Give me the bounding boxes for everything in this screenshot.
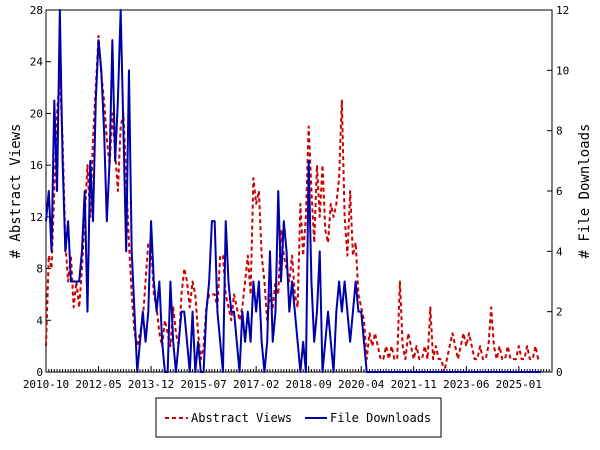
y-tick-label: 4 <box>36 314 43 327</box>
y-tick-label: 0 <box>36 366 43 379</box>
y2-tick-label: 4 <box>556 245 563 258</box>
series-line-abstract-views <box>45 34 541 373</box>
y2-tick-label: 6 <box>556 185 563 198</box>
y-tick-label: 20 <box>30 107 43 120</box>
x-tick-label: 2018-09 <box>285 378 331 391</box>
y2-tick-label: 0 <box>556 366 563 379</box>
left-axis-ticks: 0 4 8 12 16 20 24 28 <box>30 4 51 379</box>
right-axis-title: # File Downloads <box>577 124 593 259</box>
y2-tick-label: 2 <box>556 306 563 319</box>
x-tick-label: 2025-01 <box>496 378 542 391</box>
series-line-file-downloads <box>45 9 541 373</box>
series-layer <box>45 9 541 373</box>
y-tick-label: 8 <box>36 263 43 276</box>
left-axis-title: # Abstract Views <box>8 124 24 259</box>
x-tick-label: 2012-05 <box>75 378 121 391</box>
y-tick-label: 12 <box>30 211 43 224</box>
x-tick-label: 2021-11 <box>391 378 437 391</box>
x-axis-ticks: 2010-10 2012-05 2013-12 2015-07 2017-02 2018-… <box>23 366 553 391</box>
x-tick-label: 2013-12 <box>128 378 174 391</box>
y-tick-label: 16 <box>30 159 43 172</box>
x-tick-label: 2023-06 <box>443 378 489 391</box>
legend-box <box>155 397 442 438</box>
y2-tick-label: 8 <box>556 125 563 138</box>
x-tick-label: 2017-02 <box>233 378 279 391</box>
y-tick-label: 28 <box>30 4 43 17</box>
y-tick-label: 24 <box>30 56 44 69</box>
x-tick-label: 2010-10 <box>23 378 69 391</box>
x-tick-label: 2020-04 <box>338 378 385 391</box>
right-axis-ticks: 0 2 4 6 8 10 12 <box>547 4 569 379</box>
x-tick-label: 2015-07 <box>180 378 226 391</box>
y2-tick-label: 10 <box>556 64 569 77</box>
legend-label-abstract-views: Abstract Views <box>191 411 292 425</box>
legend: Abstract Views File Downloads <box>155 397 442 438</box>
y2-tick-label: 12 <box>556 4 569 17</box>
legend-label-file-downloads: File Downloads <box>330 411 431 425</box>
